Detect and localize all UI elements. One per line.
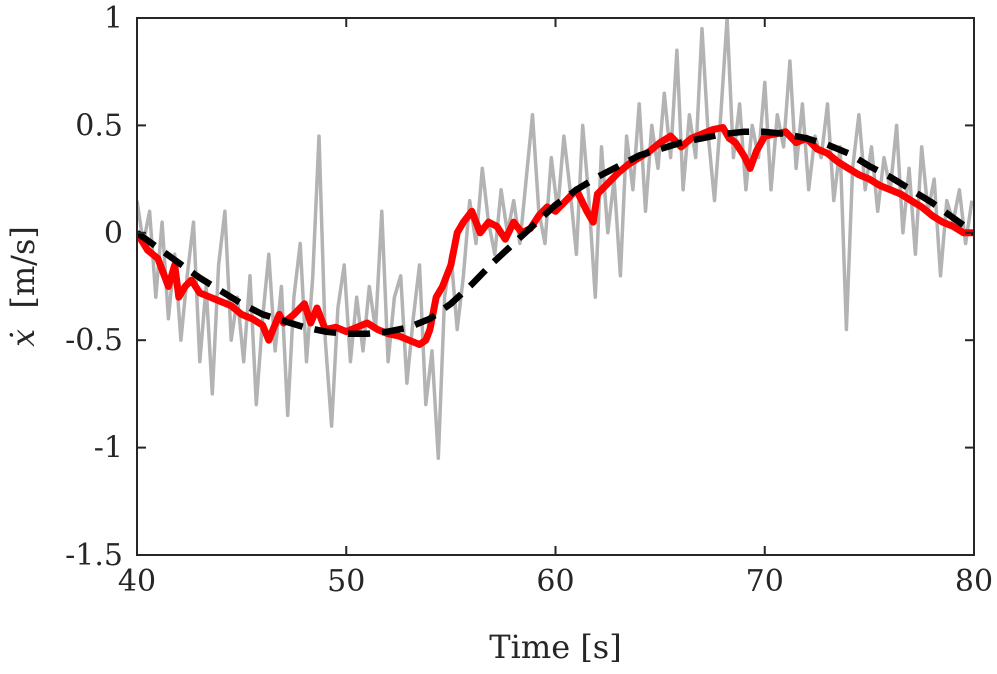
series-measured-line: [137, 18, 974, 461]
ticks-layer: 40 50 60 70 80 -1.5 -1 -0.5 0 0.5 1: [65, 1, 993, 599]
y-tick-label: 0: [104, 216, 123, 251]
x-tick-label: 70: [746, 564, 784, 599]
series-reference-line: [137, 128, 974, 338]
x-tick-label: 60: [536, 564, 574, 599]
x-axis-label: Time [s]: [489, 628, 621, 666]
x-tick-label: 50: [327, 564, 365, 599]
y-axis-label: ẋ [m/s]: [4, 226, 42, 347]
y-tick-label: -1.5: [65, 538, 123, 573]
x-tick-label: 40: [118, 564, 156, 599]
y-axis-label-symbol: ẋ: [4, 329, 42, 347]
series-layer: [137, 18, 974, 461]
y-tick-label: -0.5: [65, 323, 123, 358]
y-tick-label: -1: [94, 431, 123, 466]
y-axis-label-unit: [m/s]: [4, 226, 42, 309]
y-tick-label: 0.5: [75, 108, 123, 143]
y-tick-label: 1: [104, 1, 123, 36]
x-tick-label: 80: [955, 564, 993, 599]
